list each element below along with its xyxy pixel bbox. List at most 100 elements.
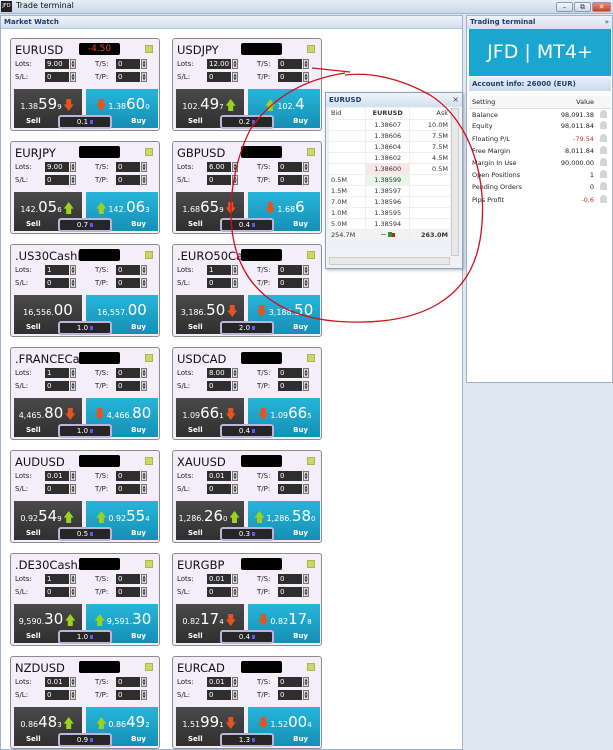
ts-spinner[interactable]: ▲ ▼ [303, 574, 309, 584]
lots-spinner[interactable]: ▲ ▼ [70, 471, 76, 481]
expand-icon[interactable] [145, 45, 153, 53]
tp-spinner[interactable]: ▲ ▼ [141, 72, 147, 82]
ts-spinner[interactable]: ▲ ▼ [303, 368, 309, 378]
sell-button[interactable]: 1.51991 Sell [176, 707, 244, 746]
tp-spinner[interactable]: ▲ ▼ [303, 690, 309, 700]
lots-input[interactable]: 12.00 [207, 59, 231, 69]
sl-input[interactable]: 0 [207, 484, 231, 494]
bell-icon[interactable] [600, 194, 607, 203]
depth-row[interactable]: 1.38606 7.5M [329, 130, 450, 142]
expand-icon[interactable] [307, 457, 315, 465]
tp-input[interactable]: 0 [116, 690, 140, 700]
sl-input[interactable]: 0 [45, 278, 69, 288]
ts-spinner[interactable]: ▲ ▼ [303, 265, 309, 275]
ts-input[interactable]: 0 [116, 471, 140, 481]
sl-spinner[interactable]: ▲ ▼ [232, 484, 238, 494]
tp-input[interactable]: 0 [278, 175, 302, 185]
ts-input[interactable]: 0 [116, 368, 140, 378]
bell-icon[interactable] [600, 145, 607, 154]
ts-spinner[interactable]: ▲ ▼ [303, 471, 309, 481]
lots-input[interactable]: 6.00 [207, 162, 231, 172]
lots-input[interactable]: 1 [45, 574, 69, 584]
buy-button[interactable]: 1,286.580 Buy [248, 501, 320, 540]
lots-input[interactable]: 0.01 [45, 677, 69, 687]
expand-icon[interactable] [307, 251, 315, 259]
sl-spinner[interactable]: ▲ ▼ [70, 587, 76, 597]
sl-input[interactable]: 0 [207, 72, 231, 82]
tp-input[interactable]: 0 [116, 278, 140, 288]
sl-input[interactable]: 0 [207, 175, 231, 185]
ts-input[interactable]: 0 [278, 59, 302, 69]
tp-input[interactable]: 0 [116, 72, 140, 82]
ts-input[interactable]: 0 [116, 265, 140, 275]
sell-button[interactable]: 1,286.260 Sell [176, 501, 244, 540]
chart-icons[interactable] [364, 229, 411, 241]
ts-spinner[interactable]: ▲ ▼ [303, 677, 309, 687]
expand-icon[interactable] [145, 663, 153, 671]
expand-icon[interactable] [307, 354, 315, 362]
expand-icon[interactable] [145, 251, 153, 259]
minimize-button[interactable]: – [556, 2, 573, 12]
expand-icon[interactable] [145, 354, 153, 362]
ts-spinner[interactable]: ▲ ▼ [141, 162, 147, 172]
ts-input[interactable]: 0 [278, 677, 302, 687]
bell-icon[interactable] [600, 121, 607, 130]
expand-icon[interactable] [145, 457, 153, 465]
tp-spinner[interactable]: ▲ ▼ [303, 175, 309, 185]
lots-spinner[interactable]: ▲ ▼ [70, 677, 76, 687]
sl-input[interactable]: 0 [45, 72, 69, 82]
sl-input[interactable]: 0 [45, 587, 69, 597]
tp-spinner[interactable]: ▲ ▼ [141, 690, 147, 700]
sl-spinner[interactable]: ▲ ▼ [70, 175, 76, 185]
vertical-scrollbar[interactable] [451, 108, 459, 256]
buy-button[interactable]: 1.09665 Buy [248, 398, 320, 437]
close-icon[interactable]: × [452, 95, 459, 104]
ts-input[interactable]: 0 [116, 162, 140, 172]
lots-spinner[interactable]: ▲ ▼ [232, 265, 238, 275]
depth-row[interactable]: 7.0M 1.38596 [329, 196, 450, 208]
lots-input[interactable]: 0.01 [207, 574, 231, 584]
bell-icon[interactable] [600, 158, 607, 167]
sl-input[interactable]: 0 [45, 484, 69, 494]
lots-spinner[interactable]: ▲ ▼ [70, 368, 76, 378]
lots-spinner[interactable]: ▲ ▼ [232, 59, 238, 69]
ts-spinner[interactable]: ▲ ▼ [141, 265, 147, 275]
tp-spinner[interactable]: ▲ ▼ [141, 278, 147, 288]
ts-input[interactable]: 0 [278, 162, 302, 172]
tp-spinner[interactable]: ▲ ▼ [303, 72, 309, 82]
close-button[interactable]: ✕ [592, 2, 611, 12]
ts-spinner[interactable]: ▲ ▼ [303, 162, 309, 172]
sl-input[interactable]: 0 [45, 175, 69, 185]
depth-row[interactable]: 1.5M 1.38597 [329, 185, 450, 197]
sl-input[interactable]: 0 [207, 690, 231, 700]
sl-spinner[interactable]: ▲ ▼ [70, 484, 76, 494]
tp-spinner[interactable]: ▲ ▼ [141, 381, 147, 391]
lots-spinner[interactable]: ▲ ▼ [232, 368, 238, 378]
sell-button[interactable]: 0.82174 Sell [176, 604, 244, 643]
expand-icon[interactable] [145, 560, 153, 568]
buy-button[interactable]: 142.063 Buy [86, 192, 158, 231]
depth-row[interactable]: 0.5M 1.38599 [329, 174, 450, 186]
expand-icon[interactable] [307, 560, 315, 568]
depth-row[interactable]: 1.38607 10.0M [329, 119, 450, 131]
sl-input[interactable]: 0 [207, 381, 231, 391]
depth-row[interactable]: 1.38600 0.5M [329, 163, 450, 175]
lots-input[interactable]: 8.00 [207, 368, 231, 378]
sl-spinner[interactable]: ▲ ▼ [232, 587, 238, 597]
tp-input[interactable]: 0 [116, 484, 140, 494]
sl-input[interactable]: 0 [45, 381, 69, 391]
sl-spinner[interactable]: ▲ ▼ [70, 690, 76, 700]
ts-input[interactable]: 0 [116, 677, 140, 687]
restore-button[interactable]: ⧉ [574, 2, 591, 12]
collapse-icon[interactable]: » [604, 18, 609, 26]
sl-input[interactable]: 0 [207, 587, 231, 597]
lots-input[interactable]: 0.01 [207, 677, 231, 687]
ts-input[interactable]: 0 [278, 265, 302, 275]
tp-input[interactable]: 0 [278, 278, 302, 288]
tp-spinner[interactable]: ▲ ▼ [303, 381, 309, 391]
sl-input[interactable]: 0 [45, 690, 69, 700]
expand-icon[interactable] [145, 148, 153, 156]
ts-input[interactable]: 0 [278, 574, 302, 584]
ts-spinner[interactable]: ▲ ▼ [141, 368, 147, 378]
lots-spinner[interactable]: ▲ ▼ [232, 471, 238, 481]
